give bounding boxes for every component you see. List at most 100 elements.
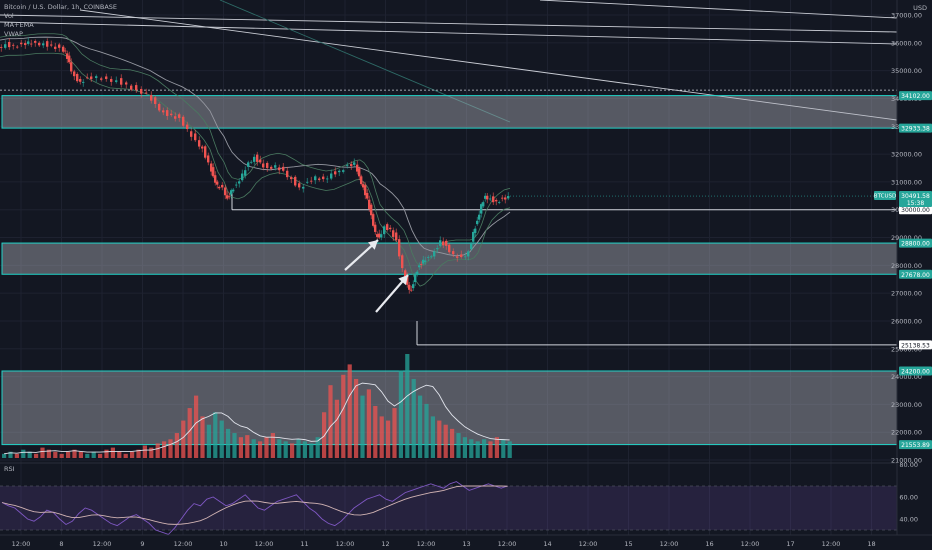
candle bbox=[480, 204, 483, 214]
candle bbox=[489, 198, 492, 200]
volume-bar bbox=[462, 437, 467, 458]
candle bbox=[436, 248, 439, 250]
candle bbox=[16, 46, 19, 48]
candle bbox=[166, 110, 169, 116]
volume-bar bbox=[296, 439, 301, 458]
candle bbox=[247, 162, 250, 167]
badge-current: 30491.58 bbox=[901, 193, 930, 200]
volume-bar bbox=[168, 439, 173, 458]
indicator-ma-ema[interactable]: MA+EMA bbox=[4, 21, 34, 29]
volume-bar bbox=[475, 441, 480, 458]
x-tick-label: 12:00 bbox=[660, 540, 679, 548]
candle bbox=[270, 166, 273, 169]
candle bbox=[235, 184, 238, 186]
rsi-ma-line bbox=[1, 485, 508, 525]
x-tick-label: 10 bbox=[219, 540, 227, 548]
candle bbox=[62, 46, 65, 52]
volume-bar bbox=[290, 443, 295, 458]
candle bbox=[178, 114, 181, 118]
candle bbox=[495, 199, 498, 202]
candle bbox=[212, 167, 215, 177]
volume-bar bbox=[507, 441, 512, 458]
candle bbox=[445, 240, 448, 246]
x-tick-label: 12:00 bbox=[93, 540, 112, 548]
candle bbox=[125, 82, 128, 85]
badge-support: 30000.00 bbox=[901, 207, 930, 214]
trend-line bbox=[79, 9, 898, 121]
volume-bar bbox=[72, 449, 77, 458]
candle bbox=[383, 226, 386, 235]
volume-bar bbox=[437, 420, 442, 458]
candle bbox=[145, 92, 148, 94]
volume-bar bbox=[27, 451, 32, 458]
volume-bar bbox=[328, 385, 333, 458]
candle bbox=[282, 166, 285, 171]
y-tick-label: 29000.00 bbox=[891, 234, 922, 242]
candle bbox=[150, 95, 153, 101]
volume-bar bbox=[334, 399, 339, 458]
volume-bar bbox=[366, 389, 371, 458]
volume-bar bbox=[494, 437, 499, 458]
candle bbox=[334, 171, 337, 175]
candle bbox=[484, 195, 487, 199]
volume-bar bbox=[34, 453, 39, 458]
volume-bar bbox=[469, 439, 474, 458]
x-tick-label: 18 bbox=[867, 540, 875, 548]
candle bbox=[250, 161, 253, 163]
badge-zone2-bottom-bg bbox=[899, 269, 932, 279]
candle bbox=[154, 97, 157, 104]
x-tick-label: 12:00 bbox=[579, 540, 598, 548]
indicator-vwap[interactable]: VWAP bbox=[4, 30, 23, 38]
candle bbox=[302, 186, 305, 189]
candle bbox=[54, 46, 57, 49]
candle bbox=[470, 243, 473, 250]
candle bbox=[386, 224, 389, 230]
candle bbox=[286, 170, 289, 178]
y-tick-label: 23000.00 bbox=[891, 401, 922, 409]
x-tick-label: 13 bbox=[462, 540, 470, 548]
candle bbox=[353, 162, 356, 165]
candle bbox=[427, 256, 430, 258]
candle bbox=[290, 177, 293, 180]
trend-line bbox=[0, 14, 898, 33]
volume-bar bbox=[501, 439, 506, 458]
candle bbox=[456, 256, 459, 258]
badge-zone3-bottom: 21553.89 bbox=[901, 442, 930, 449]
symbol-title: Bitcoin / U.S. Dollar, 1h, COINBASE bbox=[4, 3, 118, 11]
candle bbox=[360, 176, 363, 185]
candle bbox=[198, 140, 201, 147]
candle bbox=[380, 234, 383, 238]
x-tick-label: 8 bbox=[59, 540, 63, 548]
candle bbox=[392, 230, 395, 237]
volume-bar bbox=[309, 443, 314, 458]
candle bbox=[422, 259, 425, 264]
volume-bar bbox=[85, 453, 90, 458]
x-tick-label: 12:00 bbox=[174, 540, 193, 548]
volume-bar bbox=[443, 424, 448, 458]
volume-bar bbox=[277, 439, 282, 458]
candle bbox=[226, 195, 229, 199]
indicator-vol[interactable]: Vol bbox=[4, 12, 14, 20]
volume-bar bbox=[488, 441, 493, 458]
volume-bar bbox=[354, 378, 359, 458]
candle bbox=[224, 187, 227, 196]
candle bbox=[338, 170, 341, 173]
candle bbox=[73, 71, 76, 77]
candle bbox=[274, 165, 277, 168]
volume-bar bbox=[59, 453, 64, 458]
candle bbox=[370, 204, 373, 216]
trend-lines bbox=[0, 0, 898, 123]
candle bbox=[501, 197, 504, 199]
candle bbox=[430, 256, 433, 258]
candle bbox=[100, 78, 103, 80]
volume-bar bbox=[360, 395, 365, 458]
candle bbox=[194, 133, 197, 141]
y-tick-label: 22000.00 bbox=[891, 429, 922, 437]
volume-bar bbox=[194, 395, 199, 458]
volume-bar bbox=[392, 408, 397, 458]
volume-bar bbox=[98, 453, 103, 458]
candle bbox=[120, 78, 123, 85]
candle bbox=[232, 189, 235, 192]
candle bbox=[30, 43, 33, 45]
